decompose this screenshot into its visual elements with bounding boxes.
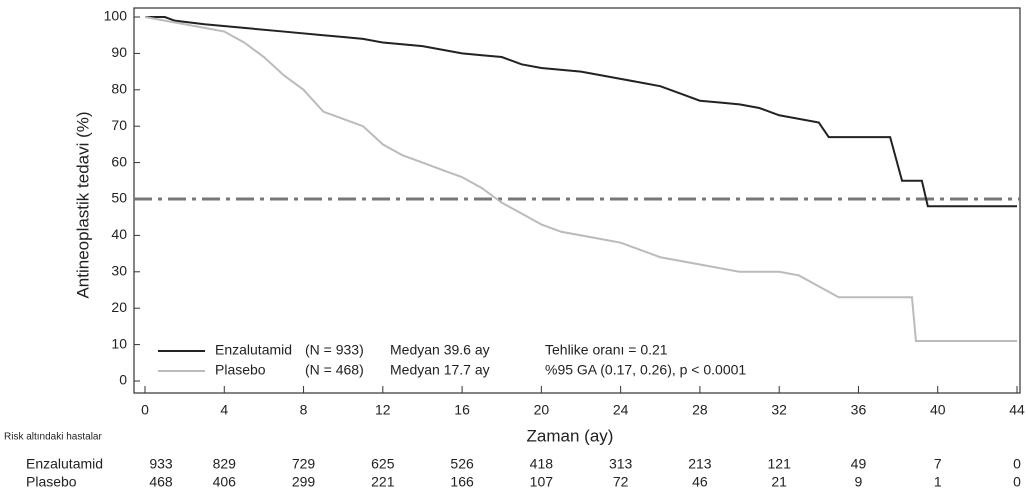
risk-value: 933: [149, 456, 173, 472]
legend-note: %95 GA (0.17, 0.26), p < 0.0001: [545, 362, 746, 378]
legend-label: Plasebo: [215, 362, 266, 378]
risk-value: 1: [934, 474, 942, 490]
x-tick-label: 28: [692, 402, 708, 418]
y-tick-label: 70: [111, 117, 127, 133]
risk-value: 72: [613, 474, 629, 490]
risk-table-title: Risk altındaki hastalar: [4, 432, 102, 443]
risk-value: 729: [292, 456, 316, 472]
x-tick-label: 32: [771, 402, 787, 418]
risk-value: 121: [768, 456, 792, 472]
survival-curve: [145, 16, 1017, 208]
legend-label: Enzalutamid: [215, 342, 292, 358]
risk-value: 625: [371, 456, 395, 472]
x-tick-label: 8: [300, 402, 308, 418]
risk-row-label: Enzalutamid: [26, 456, 103, 472]
legend-note: (N = 933): [305, 342, 364, 358]
y-tick-label: 60: [111, 153, 127, 169]
risk-value: 829: [213, 456, 237, 472]
y-tick-label: 30: [111, 263, 127, 279]
risk-value: 21: [771, 474, 787, 490]
risk-value: 9: [855, 474, 863, 490]
x-tick-label: 4: [220, 402, 228, 418]
risk-value: 46: [692, 474, 708, 490]
y-axis-label: Antineoplastik tedavi (%): [73, 111, 92, 298]
risk-value: 7: [934, 456, 942, 472]
y-tick-label: 10: [111, 335, 127, 351]
y-tick-label: 100: [104, 8, 128, 24]
y-tick-label: 80: [111, 81, 127, 97]
x-tick-label: 44: [1009, 402, 1025, 418]
x-tick-label: 20: [534, 402, 550, 418]
x-tick-label: 16: [454, 402, 470, 418]
x-tick-label: 36: [851, 402, 867, 418]
risk-value: 0: [1013, 474, 1021, 490]
survival-curve: [144, 16, 1017, 342]
risk-value: 0: [1013, 456, 1021, 472]
y-tick-label: 90: [111, 44, 127, 60]
risk-value: 213: [688, 456, 712, 472]
x-tick-label: 24: [613, 402, 629, 418]
risk-value: 166: [450, 474, 474, 490]
risk-value: 221: [371, 474, 395, 490]
x-axis-label: Zaman (ay): [527, 426, 614, 445]
risk-value: 107: [530, 474, 554, 490]
risk-value: 313: [609, 456, 633, 472]
risk-value: 468: [149, 474, 173, 490]
y-tick-label: 40: [111, 226, 127, 242]
legend-note: Medyan 17.7 ay: [390, 362, 490, 378]
x-tick-label: 40: [930, 402, 946, 418]
y-tick-label: 50: [111, 190, 127, 206]
risk-row-label: Plasebo: [26, 474, 77, 490]
y-tick-label: 0: [119, 372, 127, 388]
x-tick-label: 12: [375, 402, 391, 418]
risk-value: 49: [851, 456, 867, 472]
risk-value: 406: [213, 474, 237, 490]
risk-value: 418: [530, 456, 554, 472]
risk-value: 526: [450, 456, 474, 472]
risk-value: 299: [292, 474, 316, 490]
legend-note: (N = 468): [305, 362, 364, 378]
x-tick-label: 0: [141, 402, 149, 418]
legend-note: Tehlike oranı = 0.21: [545, 342, 668, 358]
legend-note: Medyan 39.6 ay: [390, 342, 490, 358]
y-tick-label: 20: [111, 299, 127, 315]
